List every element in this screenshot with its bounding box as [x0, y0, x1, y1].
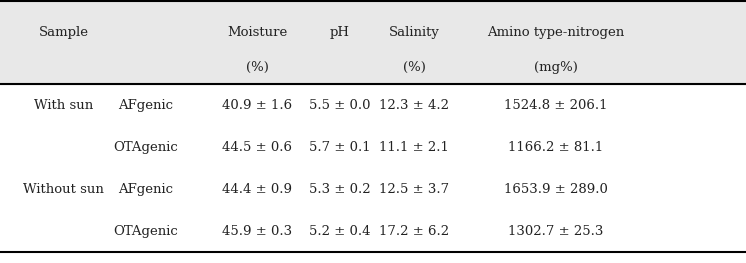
Text: 5.2 ± 0.4: 5.2 ± 0.4	[309, 225, 370, 238]
Text: 44.5 ± 0.6: 44.5 ± 0.6	[222, 141, 292, 154]
Text: 1653.9 ± 289.0: 1653.9 ± 289.0	[504, 183, 608, 196]
Text: 1166.2 ± 81.1: 1166.2 ± 81.1	[508, 141, 604, 154]
Text: AFgenic: AFgenic	[118, 183, 173, 196]
Text: OTAgenic: OTAgenic	[113, 141, 178, 154]
Text: 40.9 ± 1.6: 40.9 ± 1.6	[222, 99, 292, 112]
Text: (mg%): (mg%)	[534, 60, 577, 74]
Text: Amino type-nitrogen: Amino type-nitrogen	[487, 26, 624, 39]
Text: 1524.8 ± 206.1: 1524.8 ± 206.1	[504, 99, 607, 112]
Text: 45.9 ± 0.3: 45.9 ± 0.3	[222, 225, 292, 238]
Text: 44.4 ± 0.9: 44.4 ± 0.9	[222, 183, 292, 196]
Text: Without sun: Without sun	[23, 183, 104, 196]
Text: 17.2 ± 6.2: 17.2 ± 6.2	[379, 225, 449, 238]
Text: Salinity: Salinity	[389, 26, 439, 39]
Text: 1302.7 ± 25.3: 1302.7 ± 25.3	[508, 225, 604, 238]
Bar	[0, 0, 746, 84]
Text: pH: pH	[330, 26, 349, 39]
Text: OTAgenic: OTAgenic	[113, 225, 178, 238]
Text: (%): (%)	[246, 60, 269, 74]
Text: 12.5 ± 3.7: 12.5 ± 3.7	[379, 183, 449, 196]
Text: AFgenic: AFgenic	[118, 99, 173, 112]
Text: (%): (%)	[403, 60, 425, 74]
Text: 5.7 ± 0.1: 5.7 ± 0.1	[309, 141, 370, 154]
Text: 5.3 ± 0.2: 5.3 ± 0.2	[309, 183, 370, 196]
Text: 11.1 ± 2.1: 11.1 ± 2.1	[379, 141, 449, 154]
Text: With sun: With sun	[34, 99, 93, 112]
Text: 12.3 ± 4.2: 12.3 ± 4.2	[379, 99, 449, 112]
Text: 5.5 ± 0.0: 5.5 ± 0.0	[309, 99, 370, 112]
Text: Sample: Sample	[38, 26, 89, 39]
Text: Moisture: Moisture	[228, 26, 287, 39]
